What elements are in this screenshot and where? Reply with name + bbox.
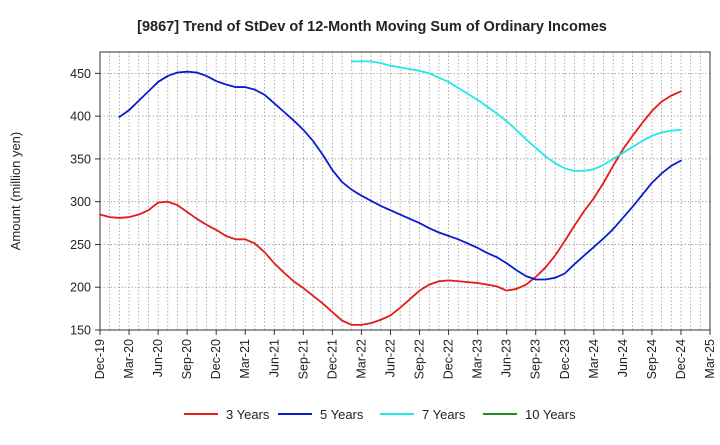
x-tick-label: Mar-25 [703,339,717,379]
x-tick-label: Sep-23 [529,339,543,379]
plot-frame [99,51,711,331]
legend: 3 Years 5 Years 7 Years 10 Years [184,407,576,422]
series-line-1 [99,90,682,326]
y-ticks: 150 200 250 300 350 400 450 [70,67,100,338]
y-tick-label: 150 [70,324,91,338]
grid-layer [100,52,710,330]
legend-label-1: 3 Years [226,407,270,422]
y-tick-label: 250 [70,238,91,252]
legend-label-3: 7 Years [422,407,466,422]
y-tick-label: 450 [70,67,91,81]
chart-title: [9867] Trend of StDev of 12-Month Moving… [137,19,607,35]
x-tick-label: Jun-20 [151,339,165,377]
series-line-2 [118,70,682,281]
series-layer [99,60,682,326]
x-tick-label: Sep-24 [645,339,659,379]
x-tick-label: Dec-19 [93,339,107,379]
x-tick-label: Dec-21 [325,339,339,379]
y-tick-label: 200 [70,281,91,295]
x-tick-label: Dec-23 [558,339,572,379]
x-tick-label: Jun-21 [267,339,281,377]
x-tick-label: Dec-24 [674,339,688,379]
series-line-3 [350,60,682,172]
y-tick-label: 350 [70,152,91,166]
y-axis-label: Amount (million yen) [8,132,23,251]
x-tick-label: Mar-21 [238,339,252,379]
x-tick-label: Sep-21 [296,339,310,379]
x-tick-label: Mar-24 [587,339,601,379]
x-tick-label: Jun-22 [383,339,397,377]
x-tick-label: Sep-22 [413,339,427,379]
x-tick-label: Sep-20 [180,339,194,379]
x-tick-label: Dec-22 [442,339,456,379]
x-tick-label: Mar-23 [471,339,485,379]
x-tick-label: Dec-20 [209,339,223,379]
x-tick-label: Jun-24 [616,339,630,377]
y-tick-label: 400 [70,110,91,124]
legend-label-2: 5 Years [320,407,364,422]
y-tick-label: 300 [70,195,91,209]
x-tick-label: Mar-22 [354,339,368,379]
x-ticks: Dec-19 Mar-20 Jun-20 Sep-20 Dec-20 Mar-21 Jun-… [93,330,717,379]
legend-label-4: 10 Years [525,407,576,422]
x-tick-label: Jun-23 [500,339,514,377]
x-tick-label: Mar-20 [122,339,136,379]
